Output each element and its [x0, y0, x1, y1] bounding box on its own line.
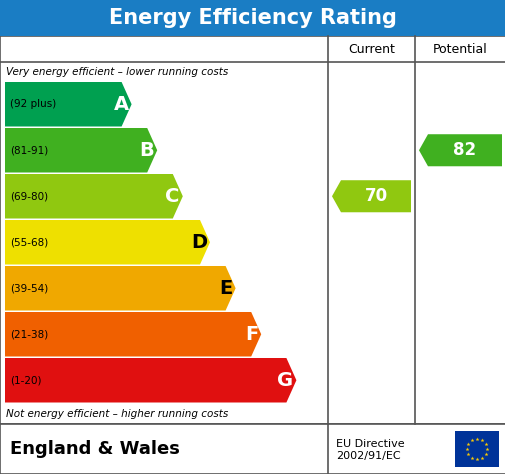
Text: 2002/91/EC: 2002/91/EC [335, 451, 400, 461]
Text: Energy Efficiency Rating: Energy Efficiency Rating [109, 8, 396, 28]
Text: Very energy efficient – lower running costs: Very energy efficient – lower running co… [6, 67, 228, 77]
Polygon shape [331, 180, 410, 212]
Polygon shape [5, 82, 131, 127]
Text: D: D [190, 233, 207, 252]
Polygon shape [5, 174, 182, 219]
Bar [0, 0, 505, 36]
Text: 70: 70 [364, 187, 387, 205]
Text: (1-20): (1-20) [10, 375, 41, 385]
Text: Current: Current [347, 43, 394, 55]
Text: B: B [139, 141, 154, 160]
Text: G: G [277, 371, 293, 390]
Text: A: A [113, 95, 128, 114]
Polygon shape [5, 358, 296, 402]
Text: Not energy efficient – higher running costs: Not energy efficient – higher running co… [6, 409, 228, 419]
Text: (21-38): (21-38) [10, 329, 48, 339]
Polygon shape [5, 266, 235, 310]
Text: F: F [244, 325, 258, 344]
Text: Potential: Potential [432, 43, 487, 55]
Text: 82: 82 [452, 141, 476, 159]
Text: E: E [219, 279, 232, 298]
Text: (69-80): (69-80) [10, 191, 48, 201]
Bar [454, 431, 498, 467]
Bar [0, 36, 505, 424]
Text: C: C [165, 187, 179, 206]
Polygon shape [5, 128, 157, 173]
Text: (55-68): (55-68) [10, 237, 48, 247]
Text: (81-91): (81-91) [10, 145, 48, 155]
Polygon shape [418, 134, 501, 166]
Text: (39-54): (39-54) [10, 283, 48, 293]
Text: (92 plus): (92 plus) [10, 99, 56, 109]
Polygon shape [5, 312, 261, 356]
Bar [0, 424, 505, 474]
Text: EU Directive: EU Directive [335, 439, 404, 449]
Text: England & Wales: England & Wales [10, 440, 179, 458]
Polygon shape [5, 220, 210, 264]
